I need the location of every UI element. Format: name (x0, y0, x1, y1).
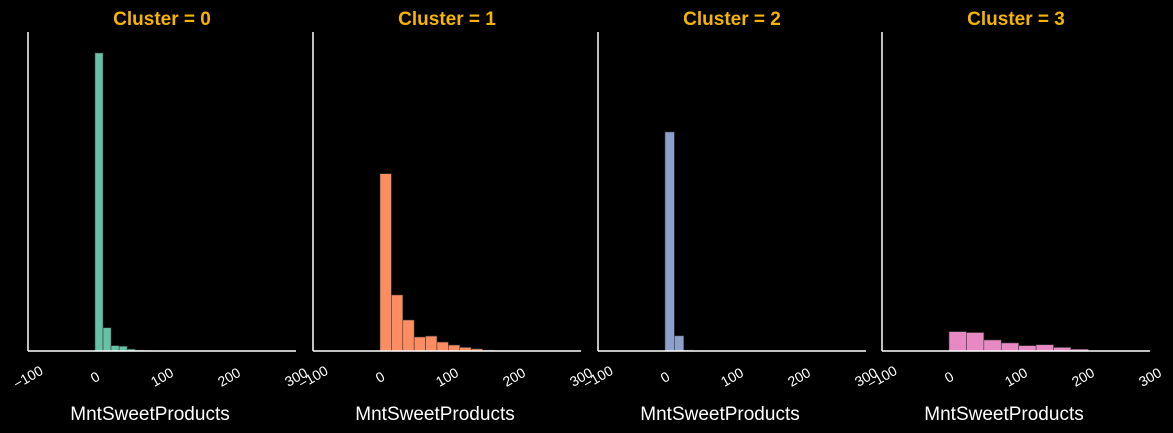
histogram-bar (436, 341, 449, 352)
histogram-bar (402, 319, 415, 352)
x-axis-label: MntSweetProducts (924, 404, 1083, 425)
histogram-bar (1000, 342, 1019, 352)
facet-title: Cluster = 0 (113, 9, 211, 30)
facet-title: Cluster = 3 (967, 9, 1065, 30)
facet-title: Cluster = 1 (398, 9, 496, 30)
x-axis-label: MntSweetProducts (355, 404, 514, 425)
histogram-bar (664, 131, 675, 352)
histogram-bar (425, 335, 438, 352)
x-axis-label: MntSweetProducts (640, 404, 799, 425)
histogram-bar (948, 331, 967, 352)
histogram-bar (379, 173, 392, 352)
histogram-bar (413, 336, 426, 352)
histogram-bar (110, 345, 120, 352)
x-axis-label: MntSweetProducts (70, 404, 229, 425)
histogram-bar (94, 52, 104, 352)
histogram-bar (448, 344, 461, 352)
histogram-bar (674, 335, 685, 352)
histogram-bar (983, 339, 1002, 352)
histogram-bar (1018, 345, 1037, 352)
histogram-bar (391, 294, 404, 352)
facet-panel-2: Cluster = 2−100 0 100 200 300MntSweetProduct… (580, 9, 880, 425)
histogram-bar (1035, 344, 1054, 352)
facet-title: Cluster = 2 (683, 9, 781, 30)
histogram-bar (966, 332, 985, 352)
histogram-bar (102, 327, 112, 352)
